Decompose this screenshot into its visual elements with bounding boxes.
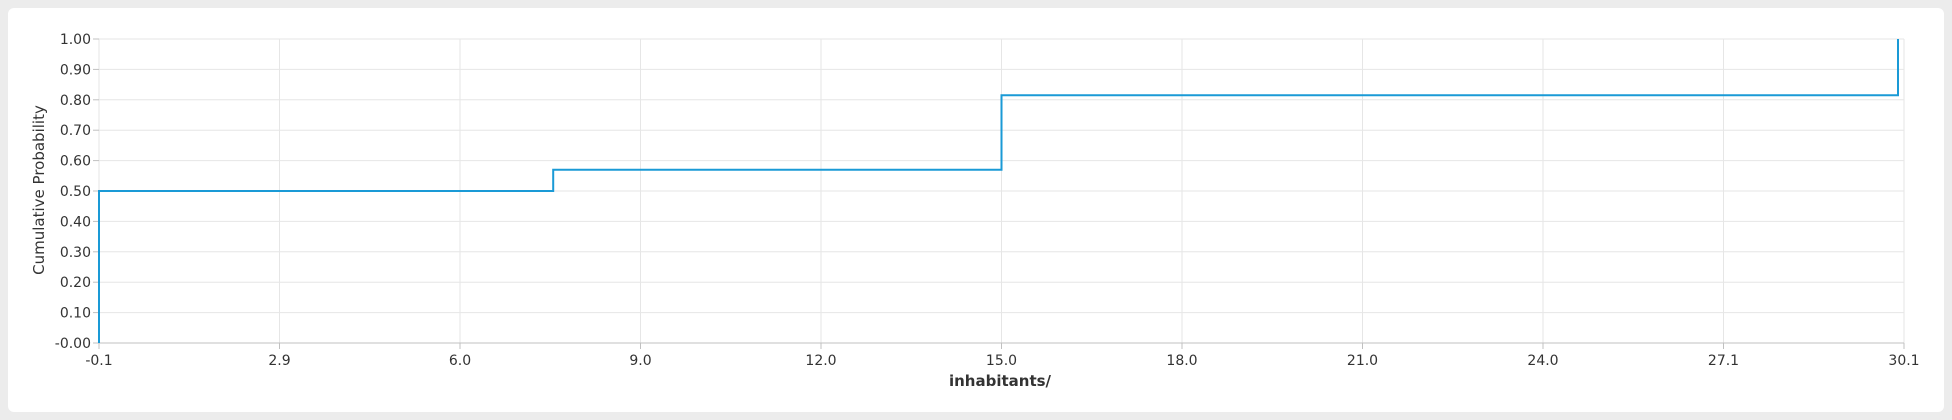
x-tick-label: 6.0 [449, 353, 471, 369]
y-tick-label: 1.00 [60, 32, 91, 48]
cdf-step-line [98, 39, 1899, 343]
grid [98, 38, 1905, 344]
x-tick-label: 21.0 [1347, 353, 1378, 369]
x-tick-label: 12.0 [805, 353, 836, 369]
x-tick-label: -0.1 [85, 353, 112, 369]
y-tick-label: 0.90 [60, 62, 91, 78]
x-tick-label: 27.1 [1708, 353, 1739, 369]
y-tick-label: 0.10 [60, 306, 91, 322]
y-tick-label: 0.60 [60, 154, 91, 170]
y-tick-label: 0.40 [60, 214, 91, 230]
chart-panel [8, 8, 1944, 412]
y-tick-label: 0.80 [60, 93, 91, 109]
y-tick-label: 0.50 [60, 184, 91, 200]
x-tick-label: 24.0 [1527, 353, 1558, 369]
y-tick-label: 0.20 [60, 275, 91, 291]
axes [93, 38, 1905, 349]
x-tick-label: 30.1 [1888, 353, 1919, 369]
series-group [98, 39, 1899, 343]
x-axis-ticks: -0.1 2.9 6.0 9.0 12.0 15.0 18.0 21.0 24.0 27.1 30.… [85, 353, 1919, 369]
y-tick-label: 0.30 [60, 245, 91, 261]
x-axis-title: inhabitants/ [949, 372, 1052, 390]
x-tick-label: 18.0 [1166, 353, 1197, 369]
y-tick-label: -0.00 [55, 336, 91, 352]
x-tick-label: 2.9 [268, 353, 290, 369]
y-tick-label: 0.70 [60, 123, 91, 139]
x-tick-label: 15.0 [986, 353, 1017, 369]
y-axis-title: Cumulative Probability [30, 105, 48, 275]
x-tick-label: 9.0 [629, 353, 651, 369]
y-axis-ticks: -0.00 0.10 0.20 0.30 0.40 0.50 0.60 0.70 0.80 0.9… [55, 32, 91, 352]
